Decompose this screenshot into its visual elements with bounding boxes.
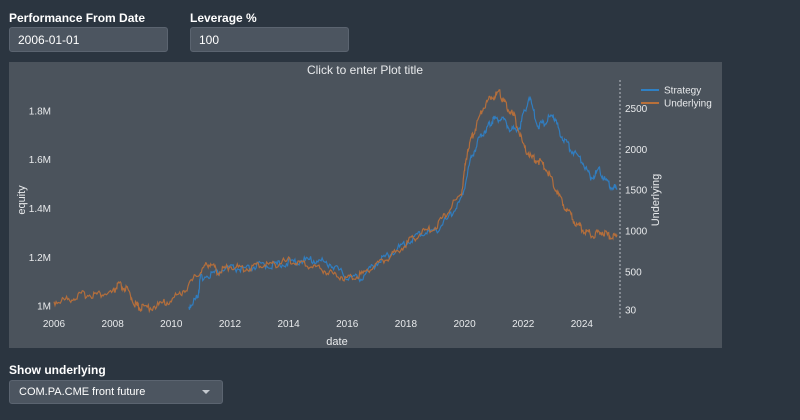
y2-tick-label: 2500 (625, 104, 648, 115)
series-line-underlying (53, 89, 618, 314)
y-tick-label: 1M (37, 302, 51, 313)
y2-tick-label: 30 (625, 306, 637, 317)
y2-tick-label: 1000 (625, 226, 648, 237)
x-tick-label: 2006 (43, 319, 66, 330)
plot-title-placeholder[interactable]: Click to enter Plot title (307, 63, 423, 77)
performance-from-date-input[interactable] (9, 27, 168, 52)
legend-label-underlying: Underlying (664, 99, 712, 110)
x-axis-title: date (326, 336, 347, 348)
chart-svg: Click to enter Plot title 2006 2008 2010 201… (16, 63, 712, 348)
x-tick-label: 2022 (512, 319, 535, 330)
underlying-select-value: COM.PA.CME front future (19, 386, 146, 398)
y2-tick-label: 2000 (625, 145, 648, 156)
equity-plot[interactable]: Click to enter Plot title 2006 2008 2010 201… (9, 62, 722, 348)
x-tick-label: 2016 (336, 319, 359, 330)
x-tick-label: 2014 (277, 319, 300, 330)
y2-tick-label: 1500 (625, 186, 648, 197)
performance-from-date-label: Performance From Date (9, 11, 146, 25)
underlying-select[interactable]: COM.PA.CME front future (9, 380, 223, 404)
y-tick-label: 1.2M (29, 253, 51, 264)
y-tick-label: 1.4M (29, 204, 51, 215)
x-tick-label: 2020 (453, 319, 476, 330)
chevron-down-icon[interactable] (202, 390, 210, 394)
y2-axis-title: Underlying (650, 174, 662, 227)
x-tick-label: 2018 (395, 319, 418, 330)
x-tick-label: 2010 (160, 319, 183, 330)
y-tick-label: 1.8M (29, 106, 51, 117)
x-tick-label: 2012 (219, 319, 242, 330)
x-tick-label: 2008 (102, 319, 125, 330)
y-tick-label: 1.6M (29, 155, 51, 166)
y-axis-title: equity (16, 185, 28, 215)
show-underlying-label: Show underlying (9, 363, 106, 377)
x-tick-label: 2024 (571, 319, 594, 330)
legend-label-strategy: Strategy (664, 86, 701, 97)
series-line-strategy (188, 95, 618, 310)
leverage-input[interactable] (190, 27, 349, 52)
leverage-label: Leverage % (190, 11, 257, 25)
y2-tick-label: 500 (625, 267, 642, 278)
